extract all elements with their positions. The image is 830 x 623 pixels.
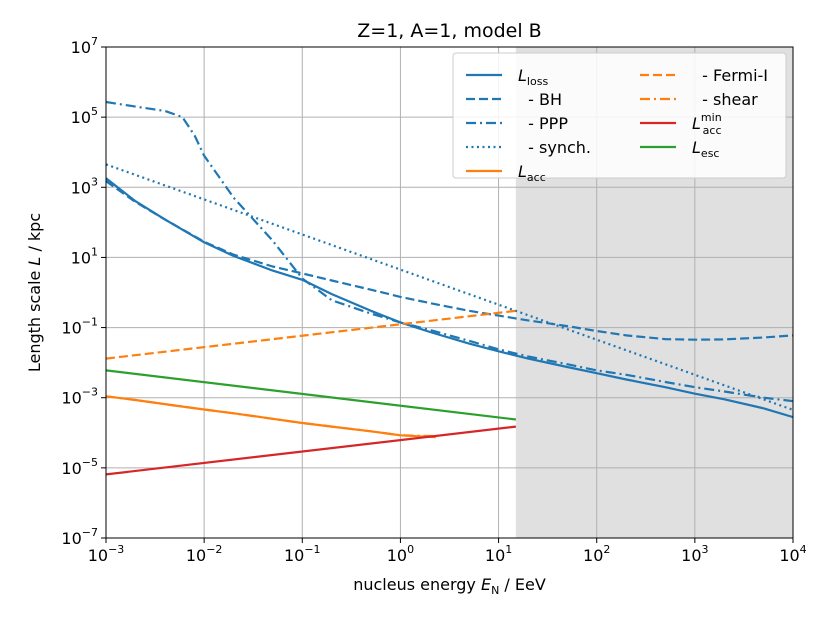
legend-label: Lesc (692, 138, 719, 160)
legend-label: - BH (518, 90, 562, 109)
x-tick-label: 10−1 (284, 543, 321, 565)
y-tick-label: 10−5 (61, 456, 98, 478)
x-tick-label: 100 (387, 543, 414, 565)
legend-label: Lloss (518, 66, 548, 88)
y-tick-label: 10−7 (61, 526, 98, 548)
series-line (106, 369, 517, 421)
legend-box (452, 52, 787, 179)
x-tick-label: 103 (681, 543, 708, 565)
y-tick-label: 101 (71, 245, 98, 267)
x-axis-label: nucleus energy EN / EeV (353, 575, 546, 597)
series-layer (106, 100, 793, 476)
series-line (106, 425, 517, 476)
y-axis-label: Length scale L / kpc (25, 213, 44, 372)
legend-label: - synch. (518, 138, 591, 157)
chart-title: Z=1, A=1, model B (357, 20, 541, 42)
x-tick-label: 104 (779, 543, 806, 565)
x-tick-label: 10−2 (186, 543, 223, 565)
legend-label: Lacc (518, 162, 546, 184)
y-tick-label: 10−3 (61, 386, 98, 408)
series-line (106, 309, 517, 360)
y-tick-label: 10−1 (61, 316, 98, 338)
x-tick-label: 10−3 (88, 543, 125, 565)
x-tick-label: 102 (583, 543, 610, 565)
y-tick-label: 107 (71, 35, 98, 57)
series-line (106, 100, 793, 403)
legend-label: Lmin acc (692, 111, 722, 137)
legend-label: - shear (692, 90, 758, 109)
plot-frame (105, 46, 794, 539)
legend: Lloss - BH - PPP - synch.Lacc - Fermi-I … (452, 52, 787, 184)
legend-label: - PPP (518, 114, 568, 133)
legend-label: - Fermi-I (692, 66, 768, 85)
tick-layer: 10−3 10−2 10−1 100 101 102 103 104 10−7 10−5 10−3 1… (61, 35, 806, 565)
x-tick-label: 101 (485, 543, 512, 565)
series-line (106, 163, 793, 411)
y-tick-label: 103 (71, 175, 98, 197)
series-line (106, 395, 436, 439)
y-tick-label: 105 (71, 105, 98, 127)
series-line (106, 180, 793, 341)
